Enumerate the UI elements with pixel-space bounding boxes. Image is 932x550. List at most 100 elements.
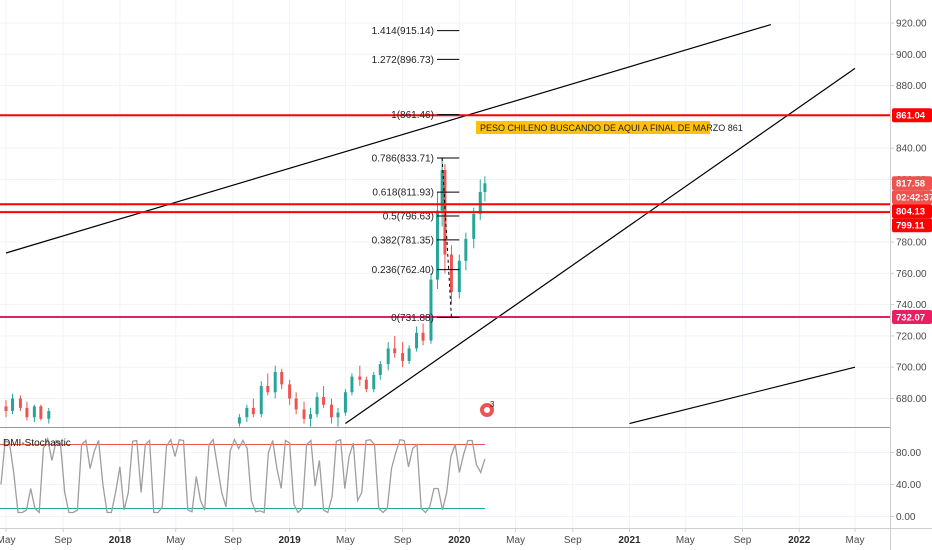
price-axis-label: 700.00 — [896, 363, 927, 374]
time-axis-label: Sep — [54, 535, 72, 546]
annotation[interactable]: PESO CHILENO BUSCANDO DE AQUI A FINAL DE… — [476, 121, 743, 134]
candle-body — [457, 260, 461, 293]
candle-body — [47, 411, 51, 419]
event-marker-count: 3 — [490, 400, 495, 409]
price-axis-label: 780.00 — [896, 238, 927, 249]
price-axis-label: 900.00 — [896, 50, 927, 61]
candle-body — [401, 353, 405, 361]
main-price-pane: 1.414(915.14) 1.272(896.73) 1(861.46) 0.786… — [0, 0, 890, 427]
indicator-axis-label: 40.00 — [896, 480, 921, 491]
time-axis-label: 2020 — [448, 535, 471, 546]
candle-body — [478, 191, 482, 214]
candle-body — [39, 406, 43, 419]
candle-body — [322, 396, 326, 405]
price-badge — [892, 218, 932, 233]
price-axis-label: 760.00 — [896, 269, 927, 280]
candle-body — [386, 348, 390, 365]
fib-level-label: 0.618(811.93) — [372, 188, 434, 199]
candle-body — [294, 398, 298, 410]
candle-body — [11, 398, 15, 412]
candle-body — [372, 375, 376, 390]
candle-body — [483, 183, 487, 192]
candle-body — [378, 364, 382, 376]
time-axis-label: 2019 — [278, 535, 301, 546]
candle-body — [393, 348, 397, 354]
time-axis-label: 2022 — [788, 535, 811, 546]
candle-body — [309, 414, 313, 419]
trendline — [629, 366, 856, 425]
candle-body — [449, 254, 453, 293]
candle-body — [32, 406, 36, 418]
candle-body — [364, 379, 368, 390]
candle-body — [472, 213, 476, 239]
price-axis-label: 720.00 — [896, 331, 927, 342]
time-axis-label: May — [0, 535, 15, 546]
time-axis-label: Sep — [394, 535, 412, 546]
price-badge-label: 804.13 — [896, 207, 925, 218]
candle-body — [237, 417, 241, 424]
fib-level-label: 1.414(915.14) — [372, 26, 434, 37]
candle-body — [421, 332, 425, 341]
candle-body — [440, 170, 444, 211]
trendline — [345, 67, 856, 425]
candle-body — [273, 371, 277, 393]
event-marker-inner — [484, 407, 490, 413]
candle-body — [25, 407, 29, 418]
trendlines — [5, 23, 856, 425]
time-axis-label: May — [676, 535, 695, 546]
price-axis-label: 740.00 — [896, 300, 927, 311]
candle-body — [315, 396, 319, 415]
fib-level-label: 0.5(796.63) — [383, 212, 434, 223]
fib-level-label: 0.786(833.71) — [372, 154, 434, 165]
price-badge — [892, 108, 932, 123]
time-axis-label: Sep — [734, 535, 752, 546]
fib-level-label: 1(861.46) — [391, 110, 434, 121]
candle-body — [358, 376, 362, 380]
price-axis-label: 840.00 — [896, 144, 927, 155]
candle-body — [429, 279, 433, 341]
time-axis[interactable]: May Sep 2018 May Sep 2019 May Sep 2020 May Sep 2021… — [0, 528, 864, 546]
candle-body — [350, 376, 354, 393]
price-badge-label: 02:42:37 — [896, 193, 932, 204]
price-badge-label: 817.58 — [896, 179, 925, 190]
candle-body — [18, 398, 22, 408]
fib-level-label: 0.236(762.40) — [372, 265, 434, 276]
time-axis-label: Sep — [224, 535, 242, 546]
indicator-axis-label: 0.00 — [896, 512, 916, 523]
candle-body — [280, 371, 284, 385]
trendline — [5, 23, 772, 254]
price-axis-label: 880.00 — [896, 81, 927, 92]
price-badge — [892, 176, 932, 191]
candle-body — [415, 332, 419, 349]
candle-body — [245, 407, 249, 418]
candle-body — [343, 392, 347, 413]
fib-level-label: 1.272(896.73) — [372, 55, 434, 66]
indicator-grid — [0, 428, 890, 528]
indicator-axis-label: 80.00 — [896, 448, 921, 459]
candle-body — [336, 412, 340, 418]
fibonacci-levels: 1.414(915.14) 1.272(896.73) 1(861.46) 0.786… — [372, 26, 460, 324]
candle-body — [464, 238, 468, 261]
time-axis-label: Sep — [564, 535, 582, 546]
indicator-axis[interactable]: 0.00 40.00 80.00 — [890, 448, 921, 523]
candle-body — [329, 404, 333, 418]
time-axis-label: 2021 — [618, 535, 641, 546]
candle-body — [251, 407, 255, 415]
annotation-text: PESO CHILENO BUSCANDO DE AQUI A FINAL DE… — [480, 123, 743, 133]
candle-body — [302, 409, 306, 419]
price-badge-label: 732.07 — [896, 313, 925, 324]
fib-level-label: 0(731.88) — [391, 313, 434, 324]
main-grid — [0, 0, 890, 427]
candle-body — [407, 348, 411, 361]
candle-body — [259, 385, 263, 415]
price-axis-label: 680.00 — [896, 394, 927, 405]
price-badge — [892, 190, 932, 205]
fib-trend-dashed — [441, 157, 452, 318]
price-badge-label: 861.04 — [896, 111, 926, 122]
stochastic-line — [0, 436, 486, 514]
candle-body — [4, 406, 8, 412]
price-axis-label: 920.00 — [896, 19, 927, 30]
event-marker[interactable]: 3 — [480, 400, 495, 417]
indicator-title: DMI-Stochastic — [3, 438, 71, 449]
